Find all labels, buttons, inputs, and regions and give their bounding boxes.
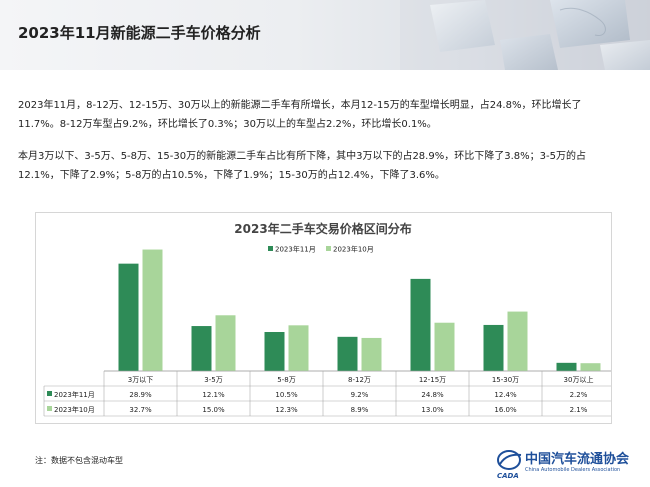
bar-nov (556, 362, 577, 371)
paragraph-line: 12.1%，下降了2.9%；5-8万的占10.5%，下降了1.9%；15-30万… (18, 170, 445, 181)
table-value-cell: 9.2% (351, 391, 369, 399)
bar-nov (118, 263, 139, 371)
table-category-label: 15-30万 (492, 376, 519, 384)
bar-oct (434, 322, 455, 371)
table-value-cell: 15.0% (202, 406, 225, 414)
legend-swatch (326, 246, 331, 251)
table-row-swatch (47, 406, 52, 411)
bar-nov (410, 278, 431, 371)
table-category-label: 30万以上 (564, 375, 594, 384)
table-value-cell: 13.0% (421, 406, 444, 414)
table-value-cell: 10.5% (275, 391, 298, 399)
table-category-label: 8-12万 (348, 376, 371, 384)
page-header: 2023年11月新能源二手车价格分析 (0, 0, 650, 70)
price-range-chart: 2023年二手车交易价格区间分布 2023年11月 2023年10月 3万以下 3-5万… (35, 212, 612, 424)
page-title: 2023年11月新能源二手车价格分析 (18, 24, 261, 42)
table-category-label: 3-5万 (204, 376, 222, 384)
footnote: 注：数据不包含混动车型 (35, 456, 123, 465)
table-row-label: 2023年11月 (54, 390, 95, 399)
table-category-label: 12-15万 (419, 376, 446, 384)
bar-oct (215, 315, 236, 371)
paragraph-line: 本月3万以下、3-5万、5-8万、15-30万的新能源二手车占比有所下降，其中3… (18, 151, 586, 162)
table-value-cell: 32.7% (129, 406, 152, 414)
legend-swatch (268, 246, 273, 251)
table-value-cell: 12.3% (275, 406, 298, 414)
association-logo: CADA 中国汽车流通协会 China Automobile Dealers A… (495, 446, 645, 482)
paragraph-line: 11.7%。8-12万车型占9.2%，环比增长了0.3%；30万以上的车型占2.… (18, 119, 437, 130)
org-name: 中国汽车流通协会 (525, 452, 630, 467)
org-name-en: China Automobile Dealers Association (525, 467, 621, 473)
bar-oct (361, 337, 382, 371)
bar-oct (507, 311, 528, 371)
table-row-swatch (47, 391, 52, 396)
table-value-cell: 2.1% (570, 406, 588, 414)
table-value-cell: 16.0% (494, 406, 517, 414)
table-value-cell: 2.2% (570, 391, 588, 399)
decorative-cubes-image (400, 0, 650, 70)
table-value-cell: 8.9% (351, 406, 369, 414)
table-value-cell: 12.4% (494, 391, 517, 399)
bar-oct (288, 325, 309, 371)
bar-nov (483, 324, 504, 371)
chart-title: 2023年二手车交易价格区间分布 (234, 221, 411, 236)
table-category-label: 5-8万 (277, 376, 295, 384)
bar-nov (264, 332, 285, 371)
paragraph-decline: 本月3万以下、3-5万、5-8万、15-30万的新能源二手车占比有所下降，其中3… (18, 147, 634, 185)
table-value-cell: 28.9% (129, 391, 152, 399)
table-row-label: 2023年10月 (54, 405, 95, 414)
bar-oct (142, 249, 163, 371)
chart-canvas: 2023年二手车交易价格区间分布 2023年11月 2023年10月 3万以下 3-5万… (43, 221, 611, 417)
cada-logo-icon: CADA (497, 450, 522, 480)
bar-nov (337, 336, 358, 371)
bar-nov (191, 326, 212, 371)
logo-mark-text: CADA (497, 472, 519, 480)
bar-oct (580, 363, 601, 371)
table-category-label: 3万以下 (128, 376, 153, 384)
paragraph-growth: 2023年11月，8-12万、12-15万、30万以上的新能源二手车有所增长，本… (18, 96, 634, 134)
paragraph-line: 2023年11月，8-12万、12-15万、30万以上的新能源二手车有所增长，本… (18, 100, 582, 111)
table-value-cell: 24.8% (421, 391, 444, 399)
legend-label: 2023年10月 (333, 245, 374, 254)
legend-label: 2023年11月 (275, 245, 316, 254)
table-value-cell: 12.1% (202, 391, 225, 399)
